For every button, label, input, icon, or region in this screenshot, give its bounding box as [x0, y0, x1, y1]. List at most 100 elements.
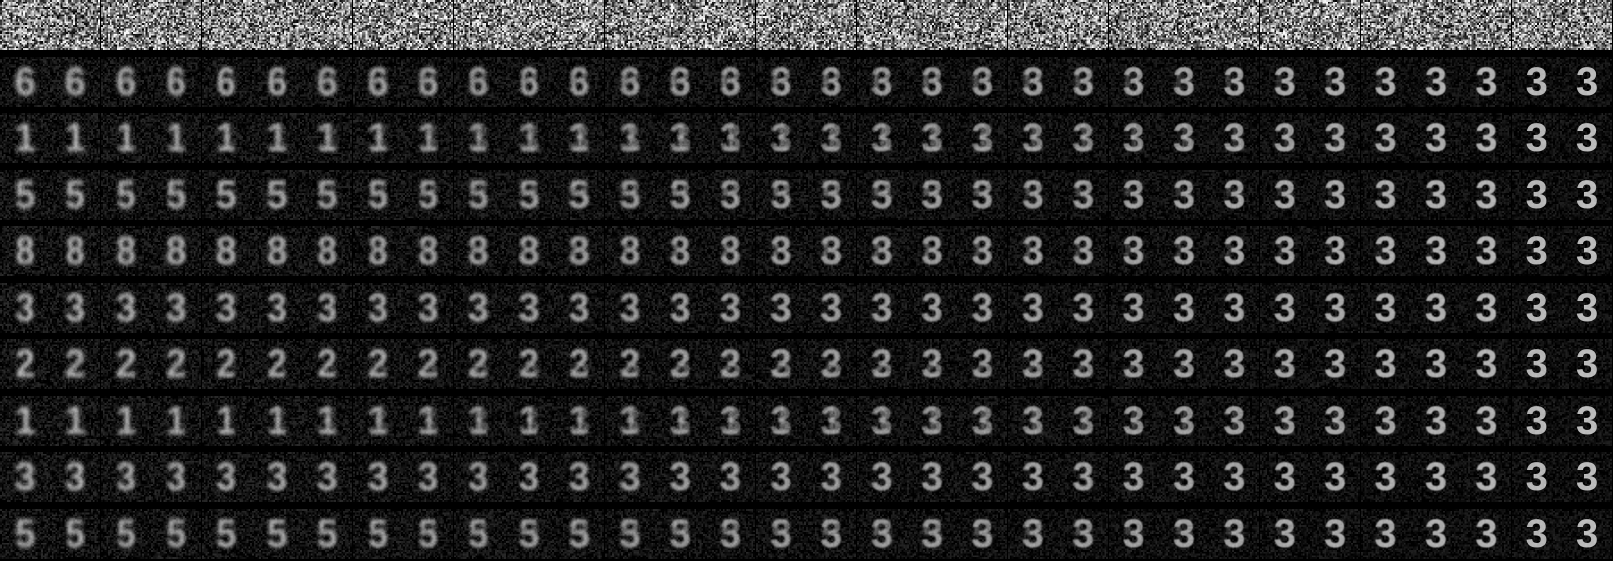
- noise-layer: [1461, 57, 1511, 107]
- noise-layer: [1008, 396, 1058, 446]
- grid-cell: 23: [655, 339, 705, 389]
- noise-layer: [1109, 396, 1159, 446]
- noise-layer: [554, 452, 604, 502]
- noise-layer: [806, 0, 856, 50]
- noise-layer: [0, 396, 50, 446]
- grid-cell: 13: [353, 396, 403, 446]
- grid-cell: 23: [454, 339, 504, 389]
- noise-layer: [0, 339, 50, 389]
- grid-cell: 13: [756, 113, 806, 163]
- grid-cell: [857, 0, 907, 50]
- noise-layer: [0, 113, 50, 163]
- grid-cell: 83: [655, 226, 705, 276]
- grid-cell: 53: [1512, 170, 1562, 220]
- noise-layer: [252, 339, 302, 389]
- noise-layer: [907, 452, 957, 502]
- grid-cell: [252, 0, 302, 50]
- grid-cell: 53: [806, 170, 856, 220]
- noise-layer: [202, 509, 252, 559]
- noise-layer: [202, 452, 252, 502]
- grid-cell: 13: [0, 396, 50, 446]
- noise-layer: [454, 283, 504, 333]
- grid-cell: 53: [302, 170, 352, 220]
- grid-cell: 83: [1461, 226, 1511, 276]
- noise-layer: [454, 170, 504, 220]
- noise-layer: [1512, 283, 1562, 333]
- grid-cell: 63: [1461, 57, 1511, 107]
- noise-layer: [756, 283, 806, 333]
- grid-cell: 33: [0, 283, 50, 333]
- noise-layer: [655, 509, 705, 559]
- noise-layer: [0, 283, 50, 333]
- noise-layer: [957, 339, 1007, 389]
- noise-layer: [907, 113, 957, 163]
- grid-cell: [1260, 0, 1310, 50]
- grid-cell: 83: [1109, 226, 1159, 276]
- grid-cell: 23: [101, 339, 151, 389]
- grid-cell: 13: [151, 113, 201, 163]
- grid-cell: 53: [1008, 509, 1058, 559]
- noise-layer: [605, 283, 655, 333]
- noise-layer: [252, 113, 302, 163]
- grid-cell: 83: [1209, 226, 1259, 276]
- grid-cell: 63: [605, 57, 655, 107]
- noise-layer: [1512, 170, 1562, 220]
- noise-layer: [756, 339, 806, 389]
- grid-cell: 33: [907, 452, 957, 502]
- grid-cell: [806, 0, 856, 50]
- noise-layer: [50, 226, 100, 276]
- noise-layer: [1411, 57, 1461, 107]
- grid-cell: 33: [705, 283, 755, 333]
- grid-cell: 83: [1411, 226, 1461, 276]
- grid-cell: 53: [0, 170, 50, 220]
- noise-layer: [50, 509, 100, 559]
- grid-cell: 33: [1058, 452, 1108, 502]
- noise-layer: [1461, 452, 1511, 502]
- grid-cell: 33: [605, 452, 655, 502]
- grid-cell: 53: [1562, 509, 1612, 559]
- grid-cell: 33: [957, 283, 1007, 333]
- grid-cell: 13: [957, 396, 1007, 446]
- noise-layer: [907, 57, 957, 107]
- grid-cell: 13: [907, 113, 957, 163]
- grid-cell: 53: [202, 170, 252, 220]
- grid-cell: 13: [1058, 113, 1108, 163]
- grid-cell: 63: [1310, 57, 1360, 107]
- grid-cell: 23: [1562, 339, 1612, 389]
- noise-layer: [1310, 283, 1360, 333]
- noise-layer: [705, 452, 755, 502]
- grid-cell: 53: [1562, 170, 1612, 220]
- noise-layer: [1512, 339, 1562, 389]
- grid-cell: 13: [302, 396, 352, 446]
- noise-layer: [957, 170, 1007, 220]
- grid-cell: [151, 0, 201, 50]
- noise-layer: [1209, 452, 1259, 502]
- grid-cell: 63: [907, 57, 957, 107]
- noise-layer: [705, 57, 755, 107]
- grid-cell: 53: [605, 509, 655, 559]
- noise-layer: [1260, 396, 1310, 446]
- grid-cell: 63: [1109, 57, 1159, 107]
- noise-layer: [1159, 57, 1209, 107]
- noise-layer: [857, 452, 907, 502]
- noise-layer: [0, 452, 50, 502]
- grid-cell: 13: [1411, 113, 1461, 163]
- noise-layer: [1209, 509, 1259, 559]
- noise-layer: [806, 57, 856, 107]
- grid-cell: 13: [101, 113, 151, 163]
- grid-cell: 23: [302, 339, 352, 389]
- grid-cell: 53: [50, 170, 100, 220]
- noise-layer: [1512, 0, 1562, 50]
- noise-layer: [1361, 339, 1411, 389]
- grid-cell: 33: [1058, 283, 1108, 333]
- noise-layer: [1310, 396, 1360, 446]
- noise-layer: [1058, 0, 1108, 50]
- grid-cell: 13: [605, 396, 655, 446]
- grid-cell: 63: [454, 57, 504, 107]
- grid-cell: 83: [50, 226, 100, 276]
- noise-layer: [302, 57, 352, 107]
- noise-layer: [302, 339, 352, 389]
- noise-layer: [454, 396, 504, 446]
- noise-layer: [504, 396, 554, 446]
- noise-layer: [353, 396, 403, 446]
